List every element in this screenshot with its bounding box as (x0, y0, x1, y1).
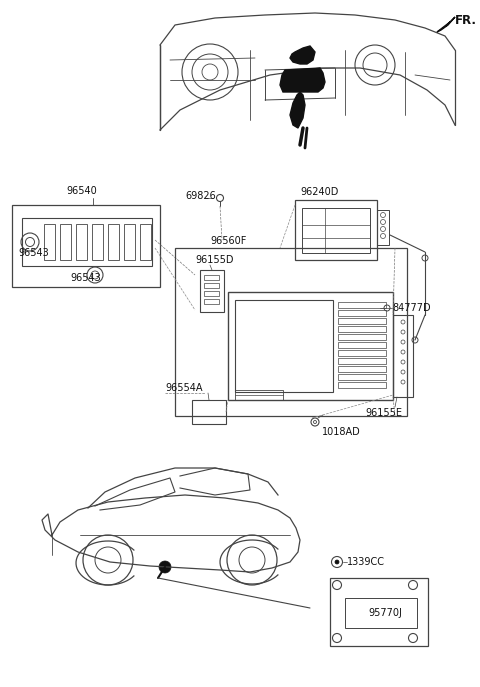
Bar (338, 382, 386, 388)
Bar (338, 302, 386, 308)
Bar (204, 291, 219, 296)
Bar (338, 342, 386, 348)
Bar (302, 208, 370, 253)
Circle shape (335, 560, 339, 564)
Bar (235, 390, 283, 400)
Text: 1018AD: 1018AD (322, 427, 361, 437)
Bar (204, 275, 219, 280)
Text: 96240D: 96240D (300, 187, 338, 197)
Bar (204, 299, 219, 304)
Bar (338, 334, 386, 340)
Bar (338, 318, 386, 324)
Bar (345, 598, 417, 628)
Polygon shape (290, 92, 305, 128)
Text: 69826: 69826 (185, 191, 216, 201)
Bar (377, 210, 389, 245)
Bar (235, 300, 333, 392)
Bar (108, 224, 119, 260)
Circle shape (159, 561, 171, 573)
Text: 96560F: 96560F (210, 236, 246, 246)
Text: 95770J: 95770J (368, 608, 402, 618)
Polygon shape (280, 68, 325, 92)
Bar (338, 326, 386, 332)
Polygon shape (290, 46, 315, 64)
Bar (76, 224, 87, 260)
Bar (393, 315, 413, 397)
Text: 1339CC: 1339CC (347, 557, 385, 567)
Bar (44, 224, 55, 260)
Bar (295, 200, 377, 260)
Text: 96554A: 96554A (165, 383, 203, 393)
Text: 96155E: 96155E (365, 408, 402, 418)
Bar (338, 374, 386, 380)
Bar (22, 218, 152, 266)
Text: 96155D: 96155D (195, 255, 233, 265)
Bar (228, 292, 393, 400)
Text: 84777D: 84777D (392, 303, 431, 313)
Bar (140, 224, 151, 260)
Bar (124, 224, 135, 260)
Bar (200, 270, 224, 312)
Bar (12, 205, 160, 287)
Text: 96543: 96543 (18, 248, 49, 258)
Bar (204, 283, 219, 288)
Text: 96543: 96543 (70, 273, 101, 283)
Text: 96540: 96540 (67, 186, 97, 196)
Polygon shape (437, 17, 455, 32)
Bar (338, 310, 386, 316)
Bar (338, 358, 386, 364)
Bar (330, 578, 428, 646)
Bar (60, 224, 71, 260)
Bar (192, 400, 226, 424)
Bar (338, 350, 386, 356)
Bar (338, 366, 386, 372)
Bar (175, 248, 407, 416)
Text: FR.: FR. (455, 14, 477, 27)
Bar (92, 224, 103, 260)
